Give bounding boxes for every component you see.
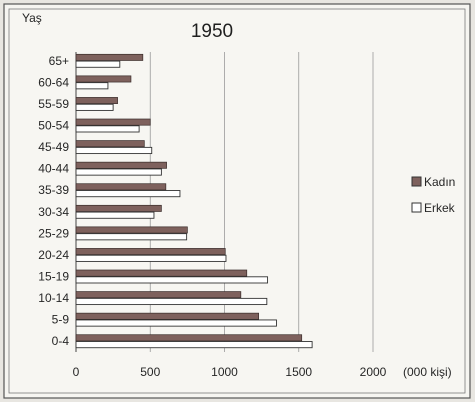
bar-kadin-20-24 (75, 248, 226, 255)
bar-kadin-0-4 (75, 334, 303, 342)
bar-erkek-25-29 (75, 233, 188, 241)
y-tick-label: 35-39 (38, 183, 69, 197)
bar-erkek-5-9 (75, 319, 277, 327)
x-tick-label: 2000 (360, 365, 387, 379)
x-tick-label: 0 (73, 365, 80, 379)
y-tick-label: 5-9 (52, 313, 70, 327)
y-tick-label: 0-4 (52, 334, 70, 348)
y-tick-label: 25-29 (38, 226, 69, 240)
bar-erkek-10-14 (75, 297, 268, 306)
y-tick-label: 20-24 (38, 248, 69, 262)
legend: Kadın Erkek (411, 175, 456, 215)
bar-kadin-55-59 (75, 97, 118, 104)
x-tick-label: 500 (140, 365, 160, 379)
x-tick-label: 1500 (285, 365, 312, 379)
bar-erkek-50-54 (75, 125, 140, 133)
bar-erkek-45-49 (75, 146, 153, 155)
x-tick-labels: 0 500 1000 1500 2000 (73, 365, 387, 379)
chart-inner-frame (8, 8, 466, 394)
bar-kadin-10-14 (75, 291, 242, 299)
legend-label-erkek: Erkek (424, 201, 456, 215)
y-tick-label: 60-64 (38, 75, 69, 89)
bar-kadin-65+ (75, 53, 144, 61)
bar-kadin-45-49 (75, 140, 145, 148)
y-tick-labels: 0-4 5-9 10-14 15-19 20-24 25-29 30-34 35-39 40-4… (38, 54, 69, 348)
bar-kadin-50-54 (75, 118, 151, 126)
legend-swatch-kadin (411, 176, 422, 187)
x-tick-label: 1000 (211, 365, 238, 379)
bar-kadin-5-9 (75, 312, 260, 320)
bar-erkek-60-64 (75, 82, 109, 90)
bar-erkek-30-34 (75, 211, 155, 219)
y-tick-label: 30-34 (38, 205, 69, 219)
legend-swatch-erkek (411, 202, 422, 213)
bar-erkek-0-4 (75, 341, 313, 349)
bar-erkek-15-19 (75, 276, 269, 284)
chart-title: 1950 (191, 21, 233, 42)
bar-kadin-40-44 (75, 161, 167, 169)
bar-kadin-35-39 (75, 183, 167, 191)
y-tick-label: 40-44 (38, 162, 69, 176)
x-axis-label: (000 kişi) (403, 365, 452, 379)
y-axis-label: Yaş (22, 11, 42, 25)
bar-erkek-65+ (75, 60, 121, 68)
y-tick-label: 10-14 (38, 291, 69, 305)
bar-erkek-20-24 (75, 254, 227, 262)
y-tick-label: 50-54 (38, 119, 69, 133)
legend-label-kadin: Kadın (424, 175, 455, 189)
y-tick-label: 45-49 (38, 140, 69, 154)
bar-erkek-40-44 (75, 168, 162, 176)
y-tick-label: 55-59 (38, 97, 69, 111)
y-tick-label: 15-19 (38, 270, 69, 284)
bars (75, 53, 313, 349)
bar-erkek-35-39 (75, 190, 181, 198)
bar-kadin-15-19 (75, 269, 248, 277)
bar-kadin-60-64 (75, 75, 132, 83)
bar-erkek-55-59 (75, 103, 114, 111)
y-tick-label: 65+ (49, 54, 69, 68)
bar-kadin-25-29 (75, 226, 188, 234)
bar-kadin-30-34 (75, 204, 162, 212)
